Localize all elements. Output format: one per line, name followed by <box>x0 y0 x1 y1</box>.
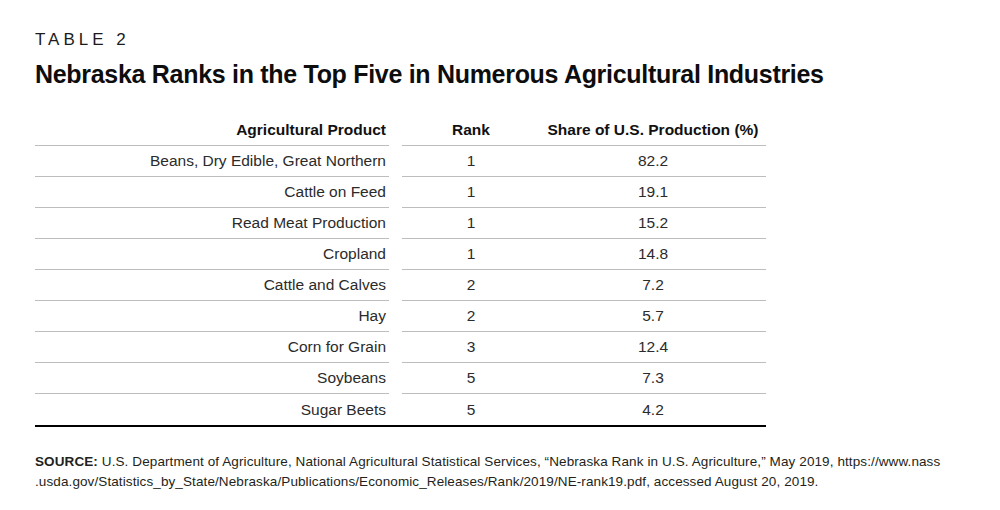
rank-cell: 1 <box>402 245 540 263</box>
product-cell: Beans, Dry Edible, Great Northern <box>35 146 389 177</box>
share-cell: 82.2 <box>540 152 766 170</box>
page: TABLE 2 Nebraska Ranks in the Top Five i… <box>0 0 1000 492</box>
row-right-segment: 1 19.1 <box>402 177 766 208</box>
column-gap <box>389 177 402 208</box>
source-note: SOURCE: U.S. Department of Agriculture, … <box>35 452 980 492</box>
product-cell: Soybeans <box>35 363 389 394</box>
source-text-line2: .usda.gov/Statistics_by_State/Nebraska/P… <box>35 474 818 489</box>
source-label: SOURCE: <box>35 454 98 469</box>
rank-cell: 1 <box>402 152 540 170</box>
share-cell: 4.2 <box>540 401 766 419</box>
product-cell: Cattle and Calves <box>35 270 389 301</box>
row-right-segment: 2 5.7 <box>402 301 766 332</box>
row-right-segment: 2 7.2 <box>402 270 766 301</box>
table-row: Cattle on Feed 1 19.1 <box>35 177 766 208</box>
product-cell: Cropland <box>35 239 389 270</box>
rank-cell: 5 <box>402 401 540 419</box>
product-cell: Read Meat Production <box>35 208 389 239</box>
column-gap <box>389 394 402 425</box>
table-row: Cropland 1 14.8 <box>35 239 766 270</box>
table-row: Sugar Beets 5 4.2 <box>35 394 766 425</box>
rank-cell: 1 <box>402 214 540 232</box>
column-header-share: Share of U.S. Production (%) <box>540 121 766 139</box>
table-row: Read Meat Production 1 15.2 <box>35 208 766 239</box>
column-gap <box>389 115 402 146</box>
table-row: Beans, Dry Edible, Great Northern 1 82.2 <box>35 146 766 177</box>
share-cell: 12.4 <box>540 338 766 356</box>
table-row: Soybeans 5 7.3 <box>35 363 766 394</box>
table-title: Nebraska Ranks in the Top Five in Numero… <box>35 59 965 89</box>
row-right-segment: 1 14.8 <box>402 239 766 270</box>
rank-cell: 2 <box>402 307 540 325</box>
share-cell: 7.2 <box>540 276 766 294</box>
column-gap <box>389 270 402 301</box>
table-number-label: TABLE 2 <box>35 30 965 50</box>
source-text-line1: U.S. Department of Agriculture, National… <box>98 454 940 469</box>
table-row: Corn for Grain 3 12.4 <box>35 332 766 363</box>
data-table: Agricultural Product Rank Share of U.S. … <box>35 115 766 427</box>
header-right-segment: Rank Share of U.S. Production (%) <box>402 115 766 146</box>
share-cell: 14.8 <box>540 245 766 263</box>
table-header-row: Agricultural Product Rank Share of U.S. … <box>35 115 766 146</box>
product-cell: Hay <box>35 301 389 332</box>
row-right-segment: 1 82.2 <box>402 146 766 177</box>
table-row: Cattle and Calves 2 7.2 <box>35 270 766 301</box>
column-gap <box>389 332 402 363</box>
column-gap <box>389 239 402 270</box>
row-right-segment: 1 15.2 <box>402 208 766 239</box>
table-body: Beans, Dry Edible, Great Northern 1 82.2… <box>35 146 766 425</box>
row-right-segment: 5 4.2 <box>402 394 766 425</box>
product-cell: Sugar Beets <box>35 394 389 425</box>
product-cell: Cattle on Feed <box>35 177 389 208</box>
column-gap <box>389 301 402 332</box>
column-header-agricultural-product: Agricultural Product <box>35 115 389 146</box>
share-cell: 5.7 <box>540 307 766 325</box>
product-cell: Corn for Grain <box>35 332 389 363</box>
rank-cell: 1 <box>402 183 540 201</box>
table-bottom-rule <box>35 425 766 427</box>
rank-cell: 2 <box>402 276 540 294</box>
share-cell: 19.1 <box>540 183 766 201</box>
rank-cell: 3 <box>402 338 540 356</box>
rank-cell: 5 <box>402 369 540 387</box>
share-cell: 7.3 <box>540 369 766 387</box>
row-right-segment: 3 12.4 <box>402 332 766 363</box>
column-gap <box>389 208 402 239</box>
table-row: Hay 2 5.7 <box>35 301 766 332</box>
column-gap <box>389 146 402 177</box>
share-cell: 15.2 <box>540 214 766 232</box>
column-header-rank: Rank <box>402 121 540 139</box>
row-right-segment: 5 7.3 <box>402 363 766 394</box>
column-gap <box>389 363 402 394</box>
